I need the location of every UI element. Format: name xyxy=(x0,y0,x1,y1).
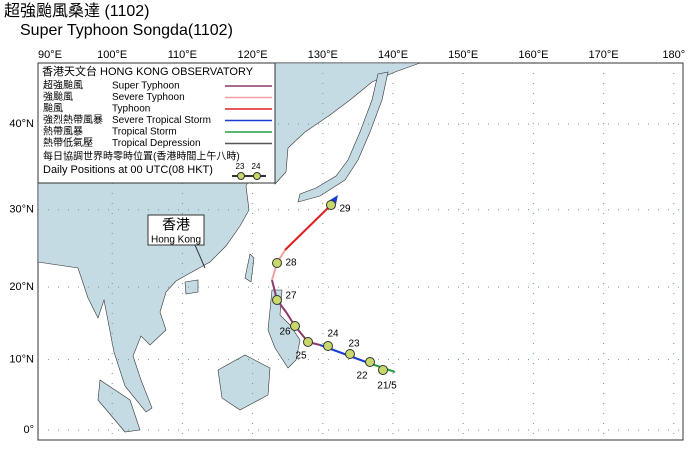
track-day-label: 22 xyxy=(356,371,368,382)
track-position xyxy=(345,349,355,359)
legend-note-zh: 每日協調世界時零時位置(香港時間上午八時) xyxy=(43,150,240,163)
legend-box xyxy=(37,62,276,184)
lon-label: 120°E xyxy=(238,49,268,61)
lon-label: 160°E xyxy=(518,49,548,61)
track-position xyxy=(303,337,313,347)
lat-label: 40°N xyxy=(9,118,34,130)
track-position xyxy=(323,341,333,351)
place-box xyxy=(147,214,205,246)
legend-en: Super Typhoon xyxy=(112,81,180,92)
legend-sample-day: 23 xyxy=(236,162,245,171)
lon-label: 130°E xyxy=(308,49,338,61)
legend-en: Severe Tropical Storm xyxy=(112,115,211,126)
legend-sample-dot xyxy=(253,172,261,180)
legend-title: 香港天文台 HONG KONG OBSERVATORY xyxy=(42,64,254,78)
lat-label: 20°N xyxy=(9,281,34,293)
legend-en: Typhoon xyxy=(112,104,150,115)
legend-zh: 熱帶風暴 xyxy=(43,125,83,138)
legend-sample-dot xyxy=(237,172,245,180)
place-zh: 香港 xyxy=(162,217,190,233)
legend-en: Severe Typhoon xyxy=(112,92,185,103)
lat-label: 10°N xyxy=(9,354,34,366)
title-en: Super Typhoon Songda(1102) xyxy=(20,22,233,39)
lon-label: 140°E xyxy=(378,49,408,61)
lon-label: 170°E xyxy=(589,49,619,61)
track-day-label: 24 xyxy=(327,329,339,340)
legend-zh: 熱帶低氣壓 xyxy=(43,136,93,149)
legend-sample-day: 24 xyxy=(252,162,261,171)
track-day-label: 28 xyxy=(285,258,297,269)
track-day-label: 27 xyxy=(285,291,297,302)
legend-zh: 颱風 xyxy=(43,103,63,115)
lat-label: 30°N xyxy=(9,204,34,216)
track-position xyxy=(290,321,300,331)
lon-label: 180° xyxy=(662,49,685,61)
legend-zh: 超強颱風 xyxy=(43,79,83,92)
title-zh: 超強颱風桑達 (1102) xyxy=(4,2,150,20)
track-day-label: 25 xyxy=(295,351,307,362)
track-position xyxy=(365,357,375,367)
track-day-label: 26 xyxy=(279,327,291,338)
place-en: Hong Kong xyxy=(151,235,201,246)
legend-en: Tropical Storm xyxy=(112,127,177,138)
track-position xyxy=(272,295,282,305)
track-segment xyxy=(284,204,332,251)
track-arrow xyxy=(330,195,338,204)
track-position xyxy=(272,258,282,268)
legend-zh: 強颱風 xyxy=(43,90,73,103)
legend-note-en: Daily Positions at 00 UTC(08 HKT) xyxy=(43,164,213,176)
track-day-label: 23 xyxy=(348,339,360,350)
place-pointer xyxy=(194,244,206,269)
track-position xyxy=(378,365,388,375)
lat-label: 0° xyxy=(23,424,34,436)
track-day-label: 29 xyxy=(339,204,351,215)
legend-zh: 強烈熱帶風暴 xyxy=(43,113,103,126)
lon-label: 150°E xyxy=(448,49,478,61)
lon-label: 90°E xyxy=(38,49,62,61)
track-day-label: 21/5 xyxy=(377,381,397,392)
lon-label: 100°E xyxy=(97,49,127,61)
legend-en: Tropical Depression xyxy=(112,138,201,149)
lon-label: 110°E xyxy=(168,49,197,61)
track-position xyxy=(326,200,336,210)
